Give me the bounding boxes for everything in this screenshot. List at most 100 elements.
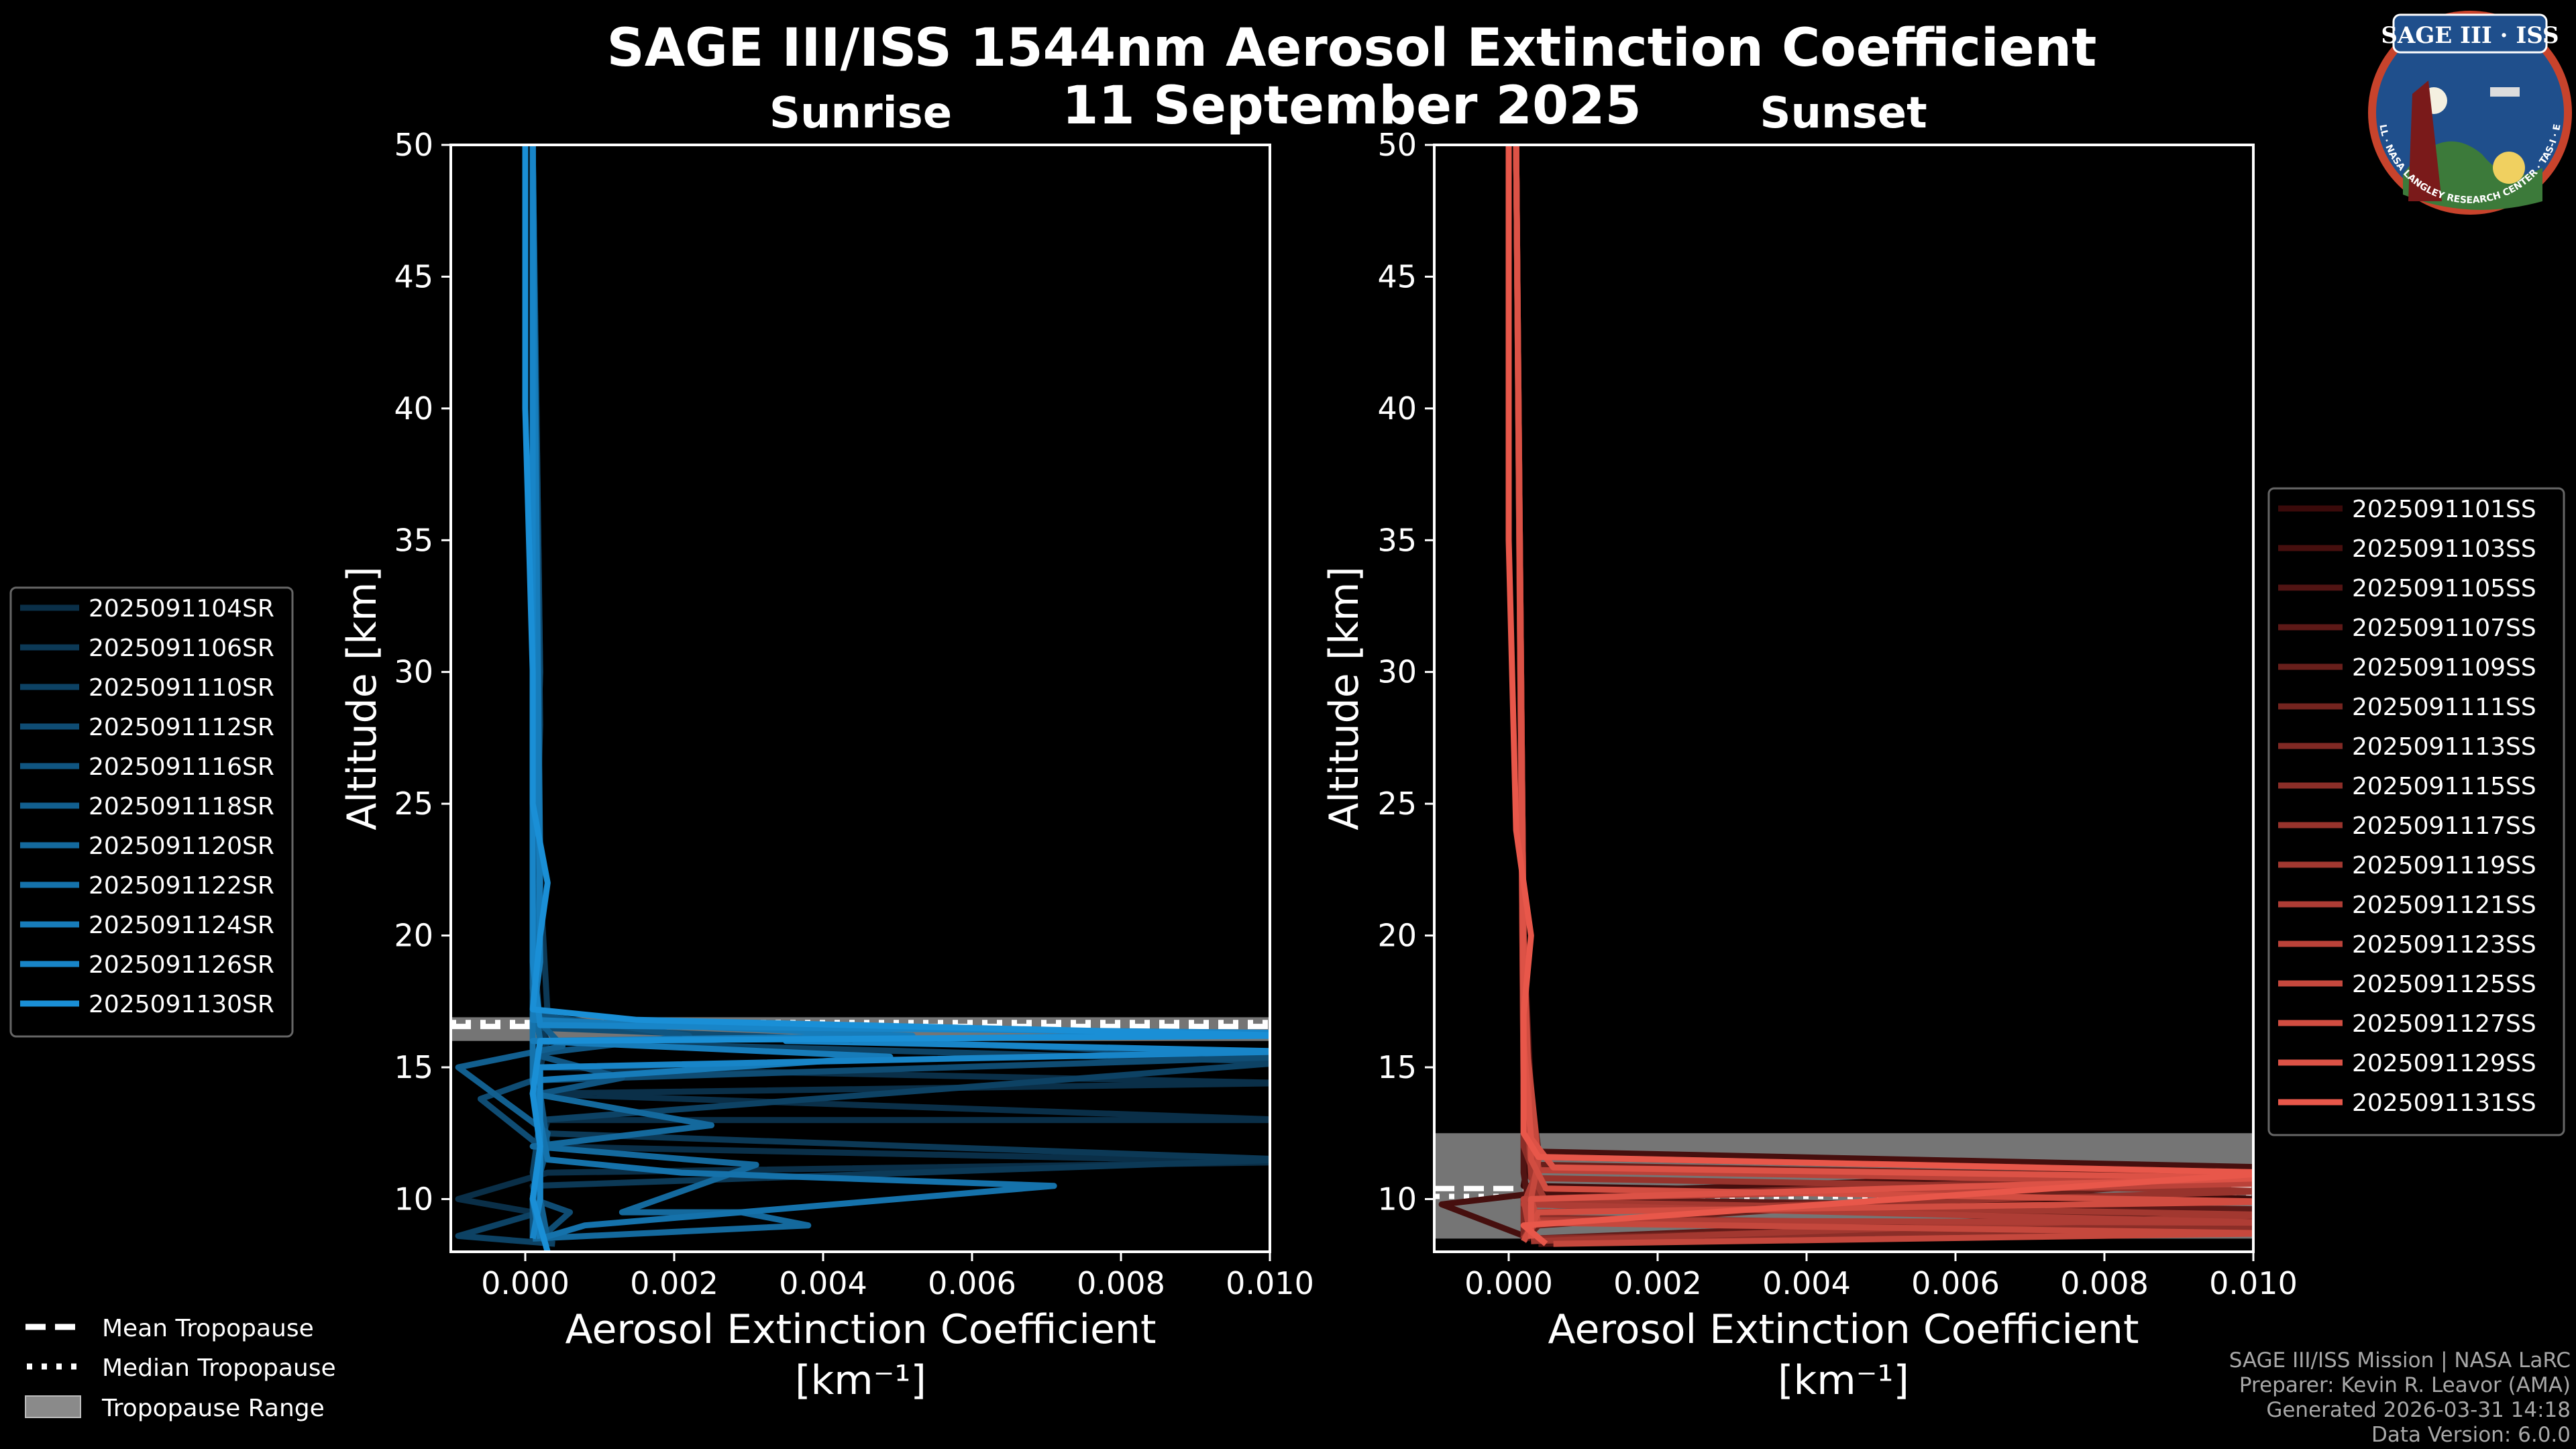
sunset-legend-label: 2025091119SS bbox=[2352, 852, 2536, 879]
tropopause-range-label: Tropopause Range bbox=[101, 1395, 325, 1422]
sunset-x-ticks: 0.000 0.002 0.004 0.006 0.008 0.010 bbox=[1464, 1252, 2298, 1301]
sunset-x-tick-label: 0.004 bbox=[1762, 1265, 1851, 1301]
sunset-x-tick-label: 0.006 bbox=[1911, 1265, 2000, 1301]
credit-preparer: Preparer: Kevin R. Leavor (AMA) bbox=[2239, 1373, 2571, 1397]
sunset-legend-label: 2025091109SS bbox=[2352, 654, 2536, 682]
sunset-y-tick-label: 10 bbox=[1377, 1181, 1417, 1217]
sunrise-legend-label: 2025091104SR bbox=[89, 595, 274, 623]
sunset-legend-label: 2025091101SS bbox=[2352, 496, 2536, 523]
sunset-x-tick-label: 0.000 bbox=[1464, 1265, 1553, 1301]
sunrise-legend-label: 2025091126SR bbox=[89, 951, 274, 979]
sunrise-legend-box bbox=[9, 586, 294, 1038]
sunrise-y-tick-label: 50 bbox=[394, 127, 433, 163]
logo-sun-icon bbox=[2493, 152, 2525, 184]
sunrise-y-tick-label: 30 bbox=[394, 654, 433, 690]
sunrise-y-tick-label: 40 bbox=[394, 390, 433, 427]
sunset-series-2025091131SS bbox=[1505, 145, 2253, 1246]
sunset-legend: 2025091101SS 2025091103SS 2025091105SS 2025… bbox=[2267, 487, 2565, 1136]
mean-tropopause-label: Mean Tropopause bbox=[102, 1315, 314, 1342]
sunrise-y-tick-label: 35 bbox=[394, 522, 433, 558]
sunset-x-tick-label: 0.008 bbox=[2060, 1265, 2149, 1301]
chart-date: 11 September 2025 bbox=[1062, 76, 1642, 136]
sunrise-x-tick-label: 0.008 bbox=[1077, 1265, 1165, 1301]
sunset-y-tick-label: 35 bbox=[1377, 522, 1417, 558]
sunset-legend-label: 2025091115SS bbox=[2352, 773, 2536, 800]
tropopause-legend: Mean Tropopause Median Tropopause Tropop… bbox=[25, 1315, 336, 1422]
sunrise-x-ticks: 0.000 0.002 0.004 0.006 0.008 0.010 bbox=[481, 1252, 1314, 1301]
sunset-subtitle: Sunset bbox=[1760, 89, 1927, 138]
sunset-legend-label: 2025091123SS bbox=[2352, 931, 2536, 959]
sunrise-x-tick-label: 0.000 bbox=[481, 1265, 570, 1301]
sunrise-y-label: Altitude [km] bbox=[339, 566, 386, 830]
sunrise-subtitle: Sunrise bbox=[769, 89, 952, 138]
sunset-legend-label: 2025091131SS bbox=[2352, 1089, 2536, 1117]
chart-title: SAGE III/ISS 1544nm Aerosol Extinction C… bbox=[607, 18, 2097, 78]
sunrise-panel: 0.000 0.002 0.004 0.006 0.008 0.010 10 15 20 25 3… bbox=[339, 127, 1314, 1404]
credit-mission: SAGE III/ISS Mission | NASA LaRC bbox=[2229, 1348, 2571, 1373]
sunset-plot-frame bbox=[1433, 144, 2255, 1253]
logo-banner bbox=[2392, 13, 2548, 54]
sunrise-plot-frame bbox=[449, 144, 1271, 1253]
sunset-legend-label: 2025091121SS bbox=[2352, 892, 2536, 919]
sunset-y-tick-label: 40 bbox=[1377, 390, 1417, 427]
sunset-legend-label: 2025091127SS bbox=[2352, 1010, 2536, 1038]
credit-generated: Generated 2026-03-31 14:18 bbox=[2266, 1398, 2571, 1422]
sunrise-x-unit: [km⁻¹] bbox=[795, 1357, 926, 1404]
sunrise-x-tick-label: 0.010 bbox=[1226, 1265, 1314, 1301]
sunrise-legend-label: 2025091112SR bbox=[89, 714, 274, 741]
sunrise-series-layer bbox=[455, 145, 1270, 1252]
sunset-legend-label: 2025091117SS bbox=[2352, 812, 2536, 840]
sunset-legend-label: 2025091107SS bbox=[2352, 614, 2536, 642]
sunrise-x-tick-label: 0.004 bbox=[779, 1265, 867, 1301]
sunset-series-layer bbox=[1438, 145, 2253, 1247]
sunrise-y-tick-label: 20 bbox=[394, 918, 433, 954]
sunrise-x-tick-label: 0.006 bbox=[928, 1265, 1016, 1301]
sunset-legend-label: 2025091129SS bbox=[2352, 1050, 2536, 1077]
sunrise-y-tick-label: 10 bbox=[394, 1181, 433, 1217]
credits: SAGE III/ISS Mission | NASA LaRC Prepare… bbox=[2229, 1348, 2571, 1447]
sunset-panel: 0.000 0.002 0.004 0.006 0.008 0.010 10 15 20 25 3… bbox=[1321, 127, 2298, 1404]
sunset-y-ticks: 10 15 20 25 30 35 40 45 50 bbox=[1377, 127, 1434, 1217]
sunset-y-tick-label: 50 bbox=[1377, 127, 1417, 163]
sunset-y-label: Altitude [km] bbox=[1321, 566, 1368, 830]
sunset-x-label: Aerosol Extinction Coefficient bbox=[1548, 1306, 2139, 1353]
sunrise-legend-label: 2025091106SR bbox=[89, 635, 274, 662]
sunrise-legend-label: 2025091124SR bbox=[89, 912, 274, 939]
sunrise-legend: 2025091104SR 2025091106SR 2025091110SR 2025… bbox=[9, 586, 294, 1038]
credit-data-version: Data Version: 6.0.0 bbox=[2371, 1423, 2571, 1447]
sunrise-series-2025091130SR bbox=[522, 145, 1270, 1252]
sunrise-legend-label: 2025091118SR bbox=[89, 793, 274, 820]
sunrise-y-tick-label: 45 bbox=[394, 258, 433, 294]
sunrise-legend-label: 2025091130SR bbox=[89, 991, 274, 1018]
sunset-legend-label: 2025091105SS bbox=[2352, 575, 2536, 602]
sunrise-legend-label: 2025091120SR bbox=[89, 833, 274, 860]
sunset-legend-box bbox=[2267, 487, 2565, 1136]
sunset-y-tick-label: 45 bbox=[1377, 258, 1417, 294]
sunset-x-tick-label: 0.010 bbox=[2209, 1265, 2298, 1301]
sunset-y-tick-label: 25 bbox=[1377, 786, 1417, 822]
tropopause-range-swatch bbox=[25, 1395, 81, 1418]
sunset-y-tick-label: 20 bbox=[1377, 918, 1417, 954]
sunset-plot-area bbox=[1434, 145, 2253, 1252]
sunrise-y-tick-label: 25 bbox=[394, 786, 433, 822]
logo-station-icon bbox=[2490, 87, 2520, 97]
sunset-legend-label: 2025091111SS bbox=[2352, 694, 2536, 721]
sunrise-legend-label: 2025091116SR bbox=[89, 753, 274, 781]
sunset-legend-label: 2025091103SS bbox=[2352, 535, 2536, 563]
sunrise-y-tick-label: 15 bbox=[394, 1049, 433, 1085]
sunset-x-unit: [km⁻¹] bbox=[1778, 1357, 1909, 1404]
sunrise-y-ticks: 10 15 20 25 30 35 40 45 50 bbox=[394, 127, 451, 1217]
median-tropopause-label: Median Tropopause bbox=[102, 1354, 336, 1382]
sunset-legend-label: 2025091113SS bbox=[2352, 733, 2536, 761]
sunrise-legend-label: 2025091110SR bbox=[89, 674, 274, 702]
sunset-y-tick-label: 15 bbox=[1377, 1049, 1417, 1085]
sunrise-legend-label: 2025091122SR bbox=[89, 872, 274, 900]
logo-text: SAGE III · ISS bbox=[2381, 22, 2559, 49]
sunrise-x-tick-label: 0.002 bbox=[630, 1265, 718, 1301]
sunset-y-tick-label: 30 bbox=[1377, 654, 1417, 690]
sunset-legend-label: 2025091125SS bbox=[2352, 971, 2536, 998]
logo-figure-icon bbox=[2408, 80, 2442, 201]
sunrise-x-label: Aerosol Extinction Coefficient bbox=[566, 1306, 1157, 1353]
sunset-x-tick-label: 0.002 bbox=[1613, 1265, 1702, 1301]
